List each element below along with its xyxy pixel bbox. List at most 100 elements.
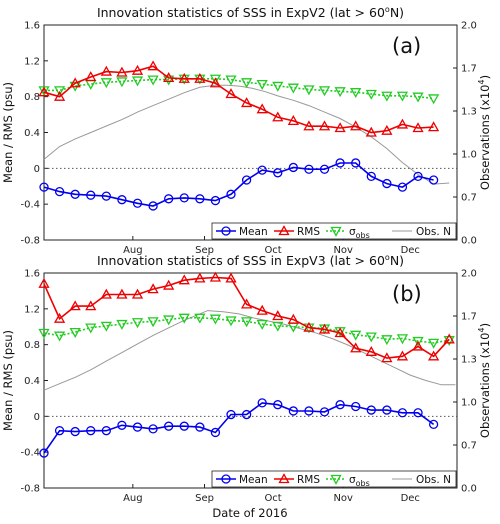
- legend-rms-marker: [278, 225, 290, 236]
- sigma-point: [116, 319, 128, 330]
- rms-point: [303, 120, 315, 131]
- sigma-point: [256, 79, 268, 90]
- x-tick-label: Dec: [401, 493, 420, 504]
- chart-title-main: Innovation statistics of SSS in ExpV3 (l…: [97, 253, 385, 268]
- y-tick-label: 1.2: [24, 304, 40, 315]
- mean-point: [86, 190, 96, 200]
- mean-point: [101, 426, 111, 436]
- rms-point: [209, 271, 222, 282]
- rms-point: [163, 72, 175, 83]
- mean-point: [366, 171, 376, 182]
- mean-point: [179, 193, 189, 203]
- y2-axis-label-main: Observations (x10: [478, 332, 492, 438]
- rms-point: [272, 111, 284, 122]
- series-mean-line: [43, 162, 434, 207]
- series-sigma-line: [43, 316, 450, 344]
- mean-point: [319, 407, 330, 417]
- sigma-point: [381, 91, 393, 102]
- x-tick-label: Oct: [264, 245, 281, 256]
- sigma-point: [240, 78, 253, 89]
- rms-point: [38, 86, 50, 97]
- rms-point: [147, 60, 159, 71]
- mean-point: [428, 175, 439, 185]
- rms-point: [287, 313, 299, 324]
- y-tick-label: -0.4: [20, 448, 40, 459]
- legend-rms-label: RMS: [297, 474, 320, 486]
- mean-point: [335, 158, 345, 168]
- mean-point: [288, 162, 299, 173]
- mean-point: [54, 426, 65, 436]
- mean-point: [148, 201, 158, 211]
- rms-point: [318, 323, 331, 334]
- sigma-point: [225, 316, 237, 327]
- series-obs-line: [43, 310, 456, 391]
- sigma-point: [412, 92, 424, 103]
- sigma-point: [116, 77, 128, 88]
- rms-point: [116, 66, 128, 77]
- rms-point: [287, 115, 299, 126]
- sigma-point: [272, 321, 284, 332]
- sigma-point: [53, 331, 66, 342]
- rms-point: [412, 122, 424, 133]
- sigma-point: [365, 89, 377, 100]
- y2-tick-label: 0.0: [461, 484, 477, 495]
- mean-point: [351, 158, 361, 168]
- rms-point: [178, 274, 190, 285]
- mean-point: [195, 194, 205, 204]
- mean-point: [164, 194, 174, 204]
- sigma-point: [131, 318, 144, 329]
- chart-title: Innovation statistics of SSS in ExpV2 (l…: [97, 5, 404, 20]
- sigma-point: [163, 315, 175, 326]
- sigma-point: [100, 78, 112, 89]
- legend-sigma-marker: [330, 474, 342, 485]
- rms-point: [318, 120, 331, 131]
- mean-point: [241, 409, 252, 420]
- y-tick-label: 1.6: [24, 21, 40, 32]
- chart-title-main: Innovation statistics of SSS in ExpV2 (l…: [97, 5, 385, 20]
- legend: Mean RMS σobs Obs. N: [211, 222, 457, 240]
- mean-point: [288, 406, 299, 416]
- mean-point: [351, 401, 361, 412]
- mean-point: [70, 426, 80, 437]
- sigma-point: [318, 86, 331, 97]
- series-mean: [39, 398, 439, 458]
- rms-point: [147, 283, 159, 294]
- mean-point: [210, 195, 221, 206]
- rms-point: [350, 120, 362, 131]
- mean-point: [382, 178, 392, 189]
- y-tick-label: 0: [34, 164, 40, 175]
- sigma-point: [334, 87, 346, 98]
- series-mean: [39, 158, 439, 211]
- sigma-point: [209, 74, 222, 85]
- legend-sigma-subscript: obs: [356, 479, 370, 488]
- rms-point: [412, 340, 424, 351]
- mean-point: [413, 171, 423, 182]
- rms-point: [381, 124, 393, 135]
- sigma-point: [131, 76, 144, 87]
- mean-point: [304, 164, 314, 174]
- rms-point: [100, 65, 112, 76]
- y2-tick-label: 0.0: [461, 236, 477, 247]
- mean-point: [273, 168, 283, 178]
- mean-point: [117, 420, 127, 430]
- panel-label: (a): [392, 34, 421, 58]
- legend-sigma-symbol: σ: [349, 226, 356, 238]
- y-axis-label: Mean / RMS (psu): [1, 330, 15, 431]
- y2-axis-label-main: Observations (x10: [478, 84, 492, 190]
- sigma-point: [365, 332, 377, 343]
- y2-tick-label: 2.0: [461, 21, 477, 32]
- sigma-point: [209, 314, 222, 325]
- rms-point: [303, 321, 315, 332]
- rms-point: [256, 103, 268, 114]
- x-tick-label: Dec: [401, 245, 420, 256]
- y2-tick-label: 1.0: [461, 150, 477, 161]
- rms-point: [381, 352, 393, 363]
- chart-title-tail: N): [390, 5, 404, 20]
- x-tick-label: Aug: [123, 493, 143, 504]
- mean-point: [132, 422, 143, 432]
- legend-rms-label: RMS: [297, 226, 320, 238]
- rms-point: [194, 272, 206, 283]
- sigma-point: [287, 83, 299, 94]
- y-tick-label: -0.8: [20, 236, 40, 247]
- y-tick-label: 0: [34, 412, 40, 423]
